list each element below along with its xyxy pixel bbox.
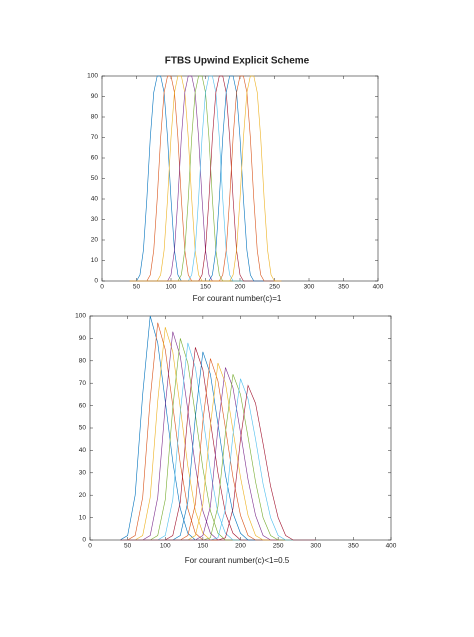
y-tick-label: 70: [79, 380, 87, 387]
y-tick-label: 80: [91, 114, 99, 121]
line-series: [120, 384, 316, 541]
y-tick-label: 100: [75, 313, 86, 320]
y-tick-label: 20: [91, 237, 99, 244]
chart-title: FTBS Upwind Explicit Scheme: [165, 56, 310, 67]
x-tick-label: 300: [304, 284, 315, 291]
plot-area: [89, 315, 392, 541]
x-tick-label: 300: [310, 543, 321, 550]
x-tick-label: 250: [273, 543, 284, 550]
x-tick-label: 250: [269, 284, 280, 291]
x-tick-label: 400: [373, 284, 384, 291]
y-tick-label: 30: [91, 216, 99, 223]
y-tick-label: 0: [82, 537, 86, 544]
line-series: [129, 75, 282, 282]
y-tick-label: 20: [79, 492, 87, 499]
x-tick-label: 150: [197, 543, 208, 550]
x-tick-label: 50: [133, 284, 141, 291]
y-tick-label: 50: [79, 425, 87, 432]
x-tick-label: 200: [235, 284, 246, 291]
y-tick-label: 90: [91, 93, 99, 100]
caption: For courant number(c)=1: [193, 294, 282, 303]
y-tick-label: 90: [79, 335, 87, 342]
x-tick-label: 100: [160, 543, 171, 550]
x-tick-label: 350: [348, 543, 359, 550]
x-tick-label: 50: [124, 543, 132, 550]
x-tick-label: 350: [338, 284, 349, 291]
y-tick-label: 60: [79, 402, 87, 409]
y-tick-label: 60: [91, 155, 99, 162]
x-tick-label: 200: [235, 543, 246, 550]
x-tick-label: 100: [166, 284, 177, 291]
caption: For courant number(c)<1=0.5: [185, 556, 290, 565]
y-tick-label: 30: [79, 470, 87, 477]
x-tick-label: 400: [386, 543, 397, 550]
x-tick-label: 0: [100, 284, 104, 291]
y-tick-label: 40: [91, 196, 99, 203]
y-tick-label: 70: [91, 134, 99, 141]
y-tick-label: 50: [91, 175, 99, 182]
y-tick-label: 10: [79, 514, 87, 521]
x-tick-label: 150: [200, 284, 211, 291]
x-tick-label: 0: [88, 543, 92, 550]
y-tick-label: 100: [87, 73, 98, 80]
y-tick-label: 0: [94, 278, 98, 285]
y-tick-label: 80: [79, 358, 87, 365]
y-tick-label: 10: [91, 257, 99, 264]
y-tick-label: 40: [79, 447, 87, 454]
